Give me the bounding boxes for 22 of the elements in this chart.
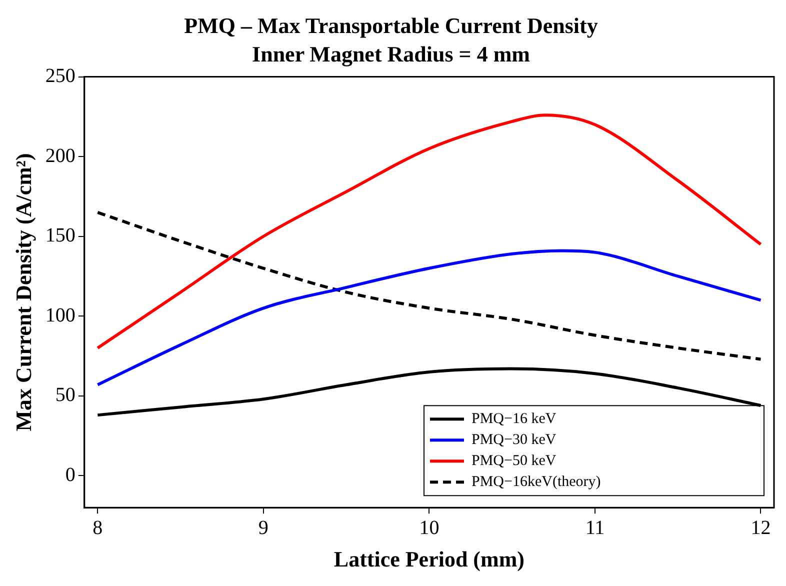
x-tick-label: 9 bbox=[258, 516, 268, 539]
x-axis-title: Lattice Period (mm) bbox=[334, 546, 524, 572]
legend-label: PMQ−30 keV bbox=[472, 432, 556, 448]
line-series bbox=[96, 249, 762, 386]
y-tick-label: 100 bbox=[45, 304, 76, 326]
line-series bbox=[96, 210, 762, 361]
chart-subtitle: Inner Magnet Radius = 4 mm bbox=[252, 41, 530, 66]
legend-label: PMQ−16 keV bbox=[472, 411, 556, 428]
x-tick-label: 11 bbox=[585, 516, 605, 539]
y-tick-label: 0 bbox=[65, 464, 76, 486]
y-tick-label: 250 bbox=[45, 65, 76, 88]
y-axis-title: Max Current Density (A/cm²) bbox=[10, 153, 36, 432]
x-tick-label: 10 bbox=[419, 516, 440, 539]
y-tick-label: 150 bbox=[45, 224, 76, 247]
x-tick-label: 8 bbox=[92, 516, 103, 539]
y-tick-label: 200 bbox=[45, 144, 76, 167]
line-series bbox=[96, 114, 762, 350]
legend-label: PMQ−50 keV bbox=[472, 453, 556, 470]
y-tick-label: 50 bbox=[55, 384, 76, 406]
x-tick-label: 12 bbox=[750, 516, 771, 539]
chart-title: PMQ – Max Transportable Current Density bbox=[184, 12, 598, 38]
legend-label: PMQ−16keV(theory) bbox=[472, 474, 601, 490]
